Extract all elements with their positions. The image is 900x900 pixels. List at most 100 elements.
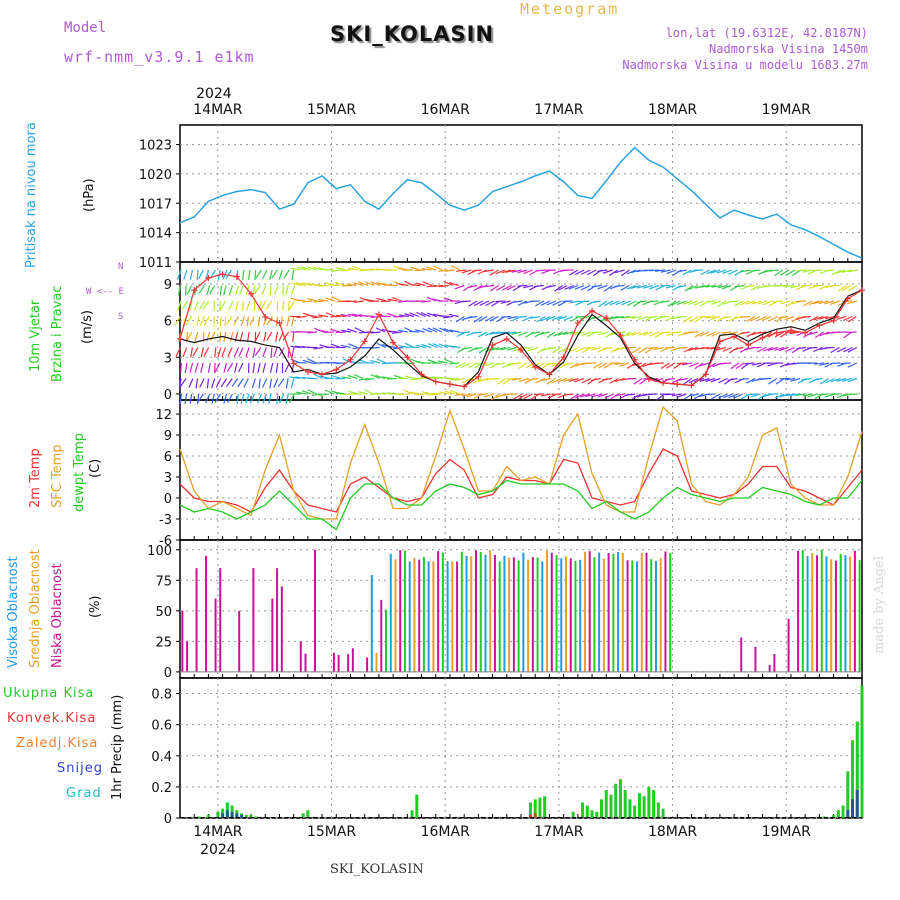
wind-barb <box>570 393 580 400</box>
wind-barb <box>477 393 488 396</box>
precip-bar <box>855 790 859 818</box>
wind-barb <box>716 269 727 274</box>
wind-barb <box>236 393 239 405</box>
y-tick-label: 0.4 <box>151 750 172 765</box>
wind-barb <box>667 300 677 307</box>
wind-barb <box>254 347 262 357</box>
wind-barb <box>341 269 352 272</box>
wind-barb <box>569 346 580 352</box>
wind-barb <box>733 393 743 399</box>
wind-barb <box>518 393 528 400</box>
wind-marker <box>503 335 510 342</box>
wind-barb <box>540 393 551 397</box>
wind-barb <box>658 315 670 318</box>
precip-bar <box>609 794 613 818</box>
day-label-top: 14MAR <box>193 102 242 118</box>
wind-barb <box>585 393 596 398</box>
wind-barb <box>243 378 249 388</box>
wind-marker <box>560 354 567 361</box>
wind-barb <box>317 314 329 318</box>
wind-barb <box>307 331 318 334</box>
wind-marker <box>461 383 468 390</box>
wind-barb <box>842 315 853 322</box>
wind-barb <box>291 316 295 327</box>
wind-barb <box>291 269 295 280</box>
wind-barb <box>841 269 852 273</box>
wind-barb <box>420 300 431 303</box>
wind-barb <box>831 269 842 276</box>
wind-barb <box>552 346 562 354</box>
wind-barb <box>780 393 791 398</box>
wind-barb <box>184 393 188 404</box>
wind-barb <box>716 346 727 351</box>
wind-marker <box>631 356 638 363</box>
wind-barb <box>392 296 402 302</box>
wind-barb <box>575 393 585 399</box>
y-tick-label: 1017 <box>139 197 172 212</box>
wind-barb <box>637 393 647 398</box>
wind-barb <box>637 315 648 321</box>
model-elevation-label: Nadmorska Visina u modelu 1683.27m <box>622 58 868 72</box>
wind-barb <box>814 362 825 365</box>
y-tick-label: 25 <box>155 635 172 650</box>
wind-barb <box>688 284 699 290</box>
precip-bar <box>637 793 641 818</box>
wind-barb <box>590 300 601 304</box>
wind-barb <box>518 331 528 337</box>
wind-barb <box>763 346 774 352</box>
wind-barb <box>795 300 807 303</box>
wind-barb <box>275 362 279 373</box>
wind-barb <box>738 377 749 381</box>
wind-barb <box>840 362 851 365</box>
wind-barb <box>228 285 234 296</box>
wind-barb <box>653 362 664 365</box>
wind-barb <box>551 393 562 396</box>
y-tick-label: 1011 <box>139 256 172 271</box>
wind-barb <box>364 298 375 302</box>
wind-marker <box>446 381 453 388</box>
wind-barb <box>186 285 193 295</box>
wind-barb <box>478 346 488 354</box>
wind-barb <box>254 331 261 342</box>
wind-barb <box>347 374 358 380</box>
wind-barb <box>546 331 556 339</box>
wind-barb <box>219 316 222 327</box>
wind-barb <box>630 269 641 274</box>
precip-bar <box>306 810 310 818</box>
wind-barb <box>262 362 267 373</box>
wind-barb <box>278 331 284 342</box>
wind-marker <box>603 315 610 322</box>
wind-barb <box>200 347 204 358</box>
wind-marker <box>475 373 482 380</box>
wind-barb <box>587 269 597 276</box>
wind-barb <box>847 315 857 323</box>
wind-barb <box>557 315 567 321</box>
wind-barb <box>266 316 273 326</box>
wind-barb <box>268 393 272 404</box>
wind-barb <box>620 315 631 319</box>
wind-barb <box>626 362 636 369</box>
wind-barb <box>605 331 615 338</box>
wind-barb <box>261 285 267 296</box>
wind-barb <box>671 331 682 334</box>
wind-barb <box>744 284 755 288</box>
wind-barb <box>552 300 562 306</box>
wind-barb <box>449 329 460 333</box>
wind-barb <box>579 300 590 303</box>
wind-barb <box>265 300 273 310</box>
wind-barb <box>718 393 728 399</box>
wind-barb <box>739 300 750 306</box>
wind-barb <box>341 393 352 396</box>
precip-bar <box>249 814 253 818</box>
wind-barb <box>751 300 762 305</box>
wind-barb <box>459 331 470 334</box>
wind-barb <box>778 315 789 319</box>
wind-barb <box>313 300 324 303</box>
wind-barb <box>414 329 425 333</box>
wind-marker <box>532 364 539 371</box>
wind-barb <box>404 362 415 365</box>
wind-barb <box>211 393 215 404</box>
wind-barb <box>185 316 193 326</box>
wind-barb <box>276 393 279 405</box>
